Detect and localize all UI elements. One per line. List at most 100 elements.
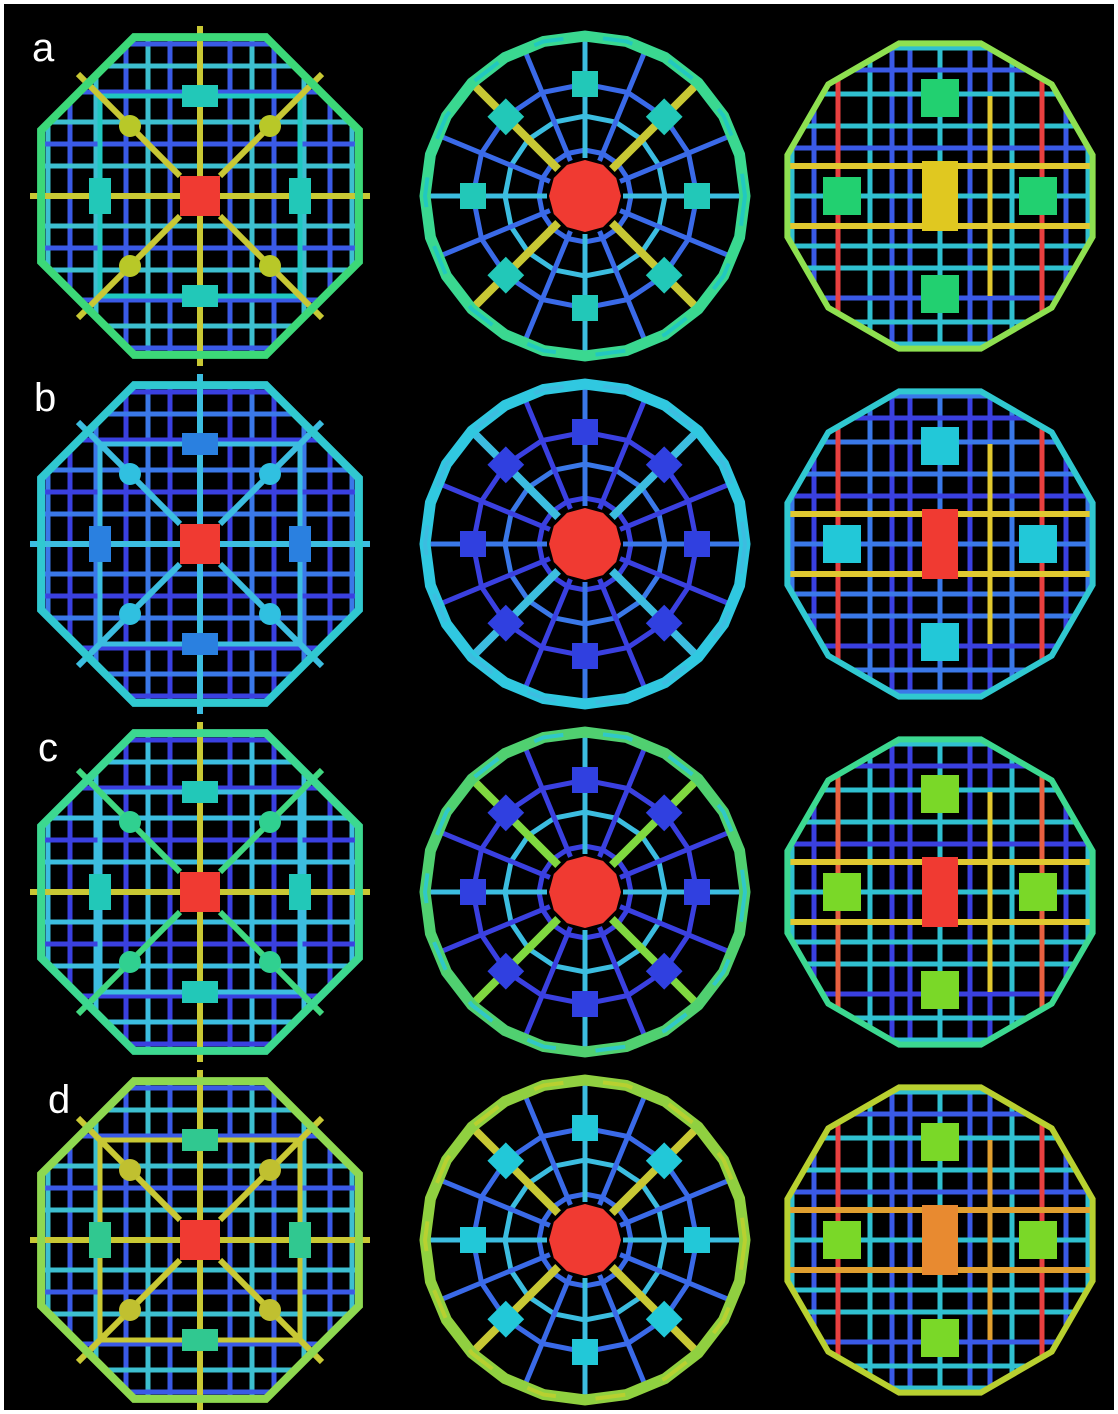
ring-block — [487, 446, 525, 484]
spoke — [436, 480, 551, 532]
spoke — [609, 428, 701, 520]
side-block — [1019, 1221, 1057, 1259]
center-block — [549, 160, 621, 232]
spoke — [619, 208, 734, 260]
dodecagon-layout-d — [784, 1084, 1096, 1396]
corner-node — [119, 1299, 141, 1321]
corner-node — [119, 603, 141, 625]
ring-block — [572, 295, 598, 321]
ring-block — [572, 767, 598, 793]
spoke — [597, 926, 649, 1041]
side-block — [89, 526, 111, 562]
side-block — [182, 981, 218, 1003]
center-block — [180, 524, 220, 564]
corner-node — [259, 1159, 281, 1181]
side-block — [182, 1329, 218, 1351]
spoke — [609, 916, 701, 1008]
spoke — [436, 556, 551, 608]
side-block — [921, 775, 959, 813]
circular-layout-a — [419, 30, 751, 362]
side-block — [921, 79, 959, 117]
side-block — [289, 874, 311, 910]
spoke — [619, 1176, 734, 1228]
spoke — [469, 776, 561, 868]
spoke — [597, 395, 649, 510]
spoke — [597, 47, 649, 162]
dodecagon-frame — [784, 40, 1096, 352]
octagon-frame — [37, 1077, 363, 1403]
side-block — [182, 285, 218, 307]
octagon-layout-a — [30, 26, 370, 366]
side-block — [182, 85, 218, 107]
side-block — [921, 1319, 959, 1357]
side-block — [921, 427, 959, 465]
spoke — [609, 1264, 701, 1356]
spoke — [469, 1124, 561, 1216]
spoke — [436, 208, 551, 260]
ring-block — [684, 1227, 710, 1253]
spoke — [597, 743, 649, 858]
spoke — [521, 578, 573, 693]
spoke — [521, 926, 573, 1041]
side-block — [823, 1221, 861, 1259]
row-label-b: b — [34, 376, 57, 420]
dodecagon-layout-b — [784, 388, 1096, 700]
side-block — [289, 1222, 311, 1258]
center-block — [549, 1204, 621, 1276]
spoke — [521, 1274, 573, 1389]
spoke — [597, 1274, 649, 1389]
dodecagon-layout-c — [784, 736, 1096, 1048]
side-block — [1019, 873, 1057, 911]
corner-node — [259, 811, 281, 833]
octagon-frame — [37, 729, 363, 1055]
ring-block — [572, 1339, 598, 1365]
ring-block — [572, 991, 598, 1017]
ring-block — [572, 419, 598, 445]
spoke — [619, 904, 734, 956]
side-block — [89, 874, 111, 910]
ring-block — [684, 531, 710, 557]
side-block — [182, 433, 218, 455]
ring-block — [572, 643, 598, 669]
outer-ring-accent — [422, 381, 748, 707]
spoke — [469, 1264, 561, 1356]
dodecagon-frame — [784, 1084, 1096, 1396]
corner-node — [259, 255, 281, 277]
ring-block — [460, 879, 486, 905]
ring-block — [487, 794, 525, 832]
center-block — [180, 176, 220, 216]
center-block — [922, 161, 958, 231]
center-block — [180, 1220, 220, 1260]
corner-node — [119, 255, 141, 277]
spoke — [436, 904, 551, 956]
circular-layout-d — [419, 1074, 751, 1406]
center-block — [922, 1205, 958, 1275]
ring-block — [572, 71, 598, 97]
ring-block — [487, 98, 525, 136]
row-label-a: a — [32, 26, 55, 70]
side-block — [182, 1129, 218, 1151]
spoke — [436, 132, 551, 184]
octagon-layout-d — [30, 1070, 370, 1410]
side-block — [289, 526, 311, 562]
row-label-d: d — [48, 1078, 71, 1122]
row-label-c: c — [38, 726, 58, 770]
spoke — [469, 80, 561, 172]
spoke — [609, 776, 701, 868]
side-block — [182, 781, 218, 803]
spoke — [619, 556, 734, 608]
spoke — [597, 1091, 649, 1206]
outer-ring-accent — [422, 729, 748, 1055]
center-block — [922, 857, 958, 927]
side-block — [1019, 525, 1057, 563]
corner-node — [259, 115, 281, 137]
spoke — [436, 1252, 551, 1304]
side-block — [921, 1123, 959, 1161]
ring-block — [487, 256, 525, 294]
spoke — [436, 828, 551, 880]
dodecagon-frame — [784, 736, 1096, 1048]
side-block — [921, 275, 959, 313]
spoke — [597, 230, 649, 345]
ring-block — [572, 1115, 598, 1141]
